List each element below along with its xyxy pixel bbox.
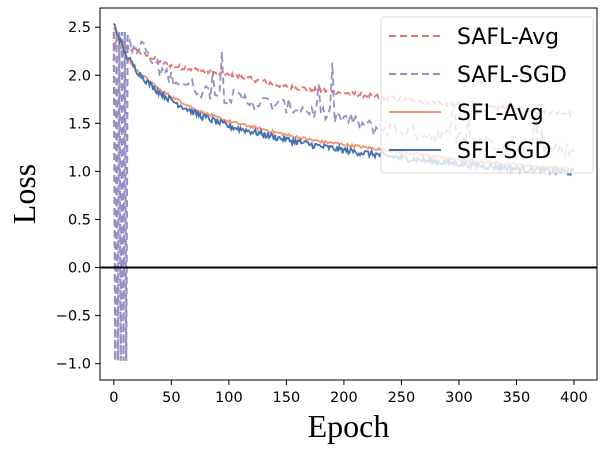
x-tick-label: 250 [388,390,416,406]
legend-label-sfl-avg: SFL-Avg [457,101,544,126]
x-tick-label: 300 [445,390,473,406]
x-tick-label: 150 [273,390,301,406]
x-tick-label: 400 [560,390,588,406]
legend-label-safl-avg: SAFL-Avg [457,25,559,50]
legend-label-safl-sgd: SAFL-SGD [457,63,567,88]
y-tick-label: −0.5 [56,309,91,325]
y-tick-label: 1.5 [68,116,91,132]
y-tick-label: 0.0 [68,261,91,277]
x-tick-label: 0 [109,390,118,406]
y-tick-label: 1.0 [68,164,91,180]
axes-layer: 0 50 100 150 200 250 300 350 400 −1.0 −0.5 0.0 0.5 1.… [56,7,598,406]
series-oscillation-safl-sgd [112,31,129,361]
x-axis-label: Epoch [308,408,390,444]
y-tick-label: −1.0 [56,357,91,373]
y-tick-label: 0.5 [68,212,91,228]
x-tick-label: 50 [162,390,180,406]
y-axis-label: Loss [6,164,42,224]
y-tick-label: 2.0 [68,68,91,84]
y-tick-label: 2.5 [68,20,91,36]
x-tick-label: 200 [330,390,358,406]
legend-box [380,16,594,174]
plot-frame [99,7,598,381]
x-tick-label: 100 [215,390,243,406]
x-tick-label: 350 [503,390,531,406]
legend: SAFL-Avg SAFL-SGD SFL-Avg SFL-SGD [380,16,594,174]
legend-label-sfl-sgd: SFL-SGD [457,139,551,164]
